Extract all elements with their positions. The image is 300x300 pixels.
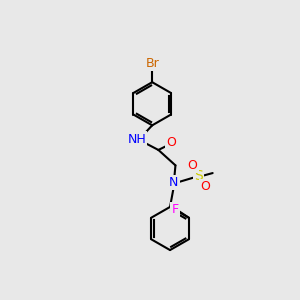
Text: Br: Br [145,57,159,70]
Text: NH: NH [127,133,146,146]
Text: F: F [171,203,178,216]
Text: O: O [166,136,176,149]
Text: O: O [200,180,210,194]
Text: O: O [188,159,197,172]
Text: S: S [194,169,203,183]
Text: N: N [169,176,178,189]
